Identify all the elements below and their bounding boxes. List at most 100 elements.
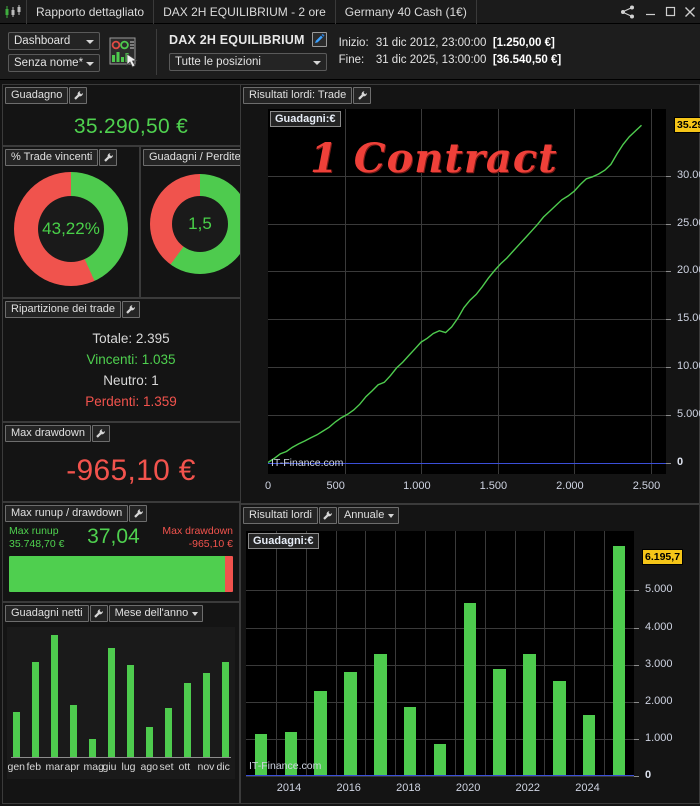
maximize-icon[interactable] [660,0,680,24]
x-axis-tick-label: nov [197,761,215,773]
x-axis-tick-label: 500 [326,480,345,492]
panel-title: Risultati lordi: Trade [243,87,353,104]
panel-title: Ripartizione dei trade [5,301,121,318]
x-axis-tick-label: 0 [265,480,272,492]
wrench-icon[interactable] [91,425,110,442]
x-axis-tick-label: 2016 [336,782,361,794]
toolbar-left-group: Dashboard Senza nome* [0,24,156,80]
share-icon[interactable] [614,0,640,24]
bar [284,732,298,776]
tab-germany40-cash[interactable]: Germany 40 Cash (1€) [336,0,477,24]
report-chart-icon[interactable] [106,34,142,70]
bar [50,634,59,757]
positions-select[interactable]: Tutte le posizioni [169,53,327,71]
tab-dax-equilibrium[interactable]: DAX 2H EQUILIBRIUM - 2 ore [154,0,336,24]
gridline-horizontal [268,223,666,225]
bar [582,715,596,776]
baseline-axis [11,757,231,758]
row-label: Neutro: [103,373,148,388]
panel-title: Guadagno [5,87,69,104]
runup-value: 35.748,70 € [9,538,65,550]
breakdown-row-losing: Perdenti: 1.359 [3,391,259,412]
minimize-icon[interactable] [640,0,660,24]
bar [403,706,417,776]
row-label: Perdenti: [85,394,140,409]
wrench-icon[interactable] [318,507,337,524]
win-percentage-value: 43,22% [42,219,100,238]
wrench-icon[interactable] [99,149,118,166]
panel-title: Risultati lordi [243,507,318,524]
wrench-icon[interactable] [69,87,88,104]
gridline-horizontal [268,366,666,368]
wrench-icon[interactable] [89,605,108,622]
gridline-horizontal [246,738,634,740]
gridline-vertical [275,531,277,776]
row-label: Vincenti: [86,352,138,367]
annual-bar-chart: 0 1.000 2.000 3.000 4.000 5.000 2014 2016 2018 20… [246,531,684,794]
pencil-edit-icon[interactable] [311,32,327,47]
annual-period-select[interactable]: Annuale [337,507,400,524]
wrench-icon[interactable] [121,301,140,318]
panel-title: Max runup / drawdown [5,505,129,522]
tab-label: Rapporto dettagliato [36,4,145,19]
bar [523,653,536,776]
gridline-vertical [454,531,456,776]
runup-ratio-value: 37,04 [87,525,140,548]
x-axis-tick-label: 1.500 [479,480,508,492]
net-gains-period-select[interactable]: Mese dell'anno [108,605,204,622]
zero-line [246,775,634,776]
close-icon[interactable] [680,0,700,24]
y-axis-tick-label: 3.000 [645,657,673,670]
view-select[interactable]: Dashboard [8,31,101,50]
runup-drawdown-bar [9,556,233,592]
end-amount: [36.540,50 €] [492,53,562,66]
drawdown-bar-segment [224,556,233,592]
gridline-vertical [425,531,427,776]
drawdown-label: Max drawdown [162,525,233,537]
x-axis-tick-label: giu [102,761,117,773]
strategy-name-label: DAX 2H EQUILIBRIUM [169,32,305,47]
runup-label: Max runup [9,525,59,537]
y-axis-tick [666,414,671,416]
x-axis-tick-label: gen [7,761,26,773]
wrench-icon[interactable] [129,505,148,522]
y-axis-tick [634,701,639,703]
gridline-vertical [305,531,307,776]
gridline-horizontal [268,175,666,177]
panel-header: Guadagni netti Mese dell'anno [3,603,239,622]
panel-header: Guadagno [3,85,259,104]
y-axis-tick [666,175,671,177]
bar [202,672,211,757]
toolbar: Dashboard Senza nome* [0,24,700,80]
tab-label: Germany 40 Cash (1€) [344,4,467,19]
net-gains-bar-chart: gen feb mar apr mag giu lug ago set ott nov dic [7,627,235,779]
tab-rapporto-dettagliato[interactable]: Rapporto dettagliato [26,0,155,24]
gridline-vertical [544,531,546,776]
panel-trade-breakdown: Ripartizione dei trade Totale: 2.395 Vin… [2,298,260,422]
bar [107,647,116,757]
start-value: 31 dic 2012, 23:00:00 [375,36,487,49]
panel-win-percentage: % Trade vincenti 43,22% [2,146,140,298]
zero-line [268,462,666,464]
y-axis-tick [634,738,639,740]
win-donut-chart: 43,22% [3,172,139,286]
profile-select[interactable]: Senza nome* [8,53,101,72]
max-drawdown-value: -965,10 € [66,454,196,487]
panel-gross-results-trade: Risultati lordi: Trade 0 5.000 10.000 15.00… [240,84,700,504]
strategy-block: DAX 2H EQUILIBRIUM Tutte le posizioni [169,32,327,71]
tab-label: DAX 2H EQUILIBRIUM - 2 ore [163,4,326,19]
row-value: 2.395 [135,331,170,346]
y-axis-tick [666,223,671,225]
y-axis-tick [666,462,671,464]
chart-legend: Guadagni:€ [270,111,341,127]
gridline-vertical [574,109,576,474]
row-value: 1 [151,373,159,388]
start-row: Inizio: 31 dic 2012, 23:00:00 [1.250,00 … [339,35,562,52]
wrench-icon[interactable] [353,87,372,104]
x-axis-tick-label: mar [45,761,64,773]
y-axis-tick-label: 4.000 [645,620,673,633]
row-value: 1.035 [141,352,176,367]
y-axis-tick [634,590,639,592]
gridline-vertical [650,109,652,474]
y-axis-tick [634,776,639,777]
